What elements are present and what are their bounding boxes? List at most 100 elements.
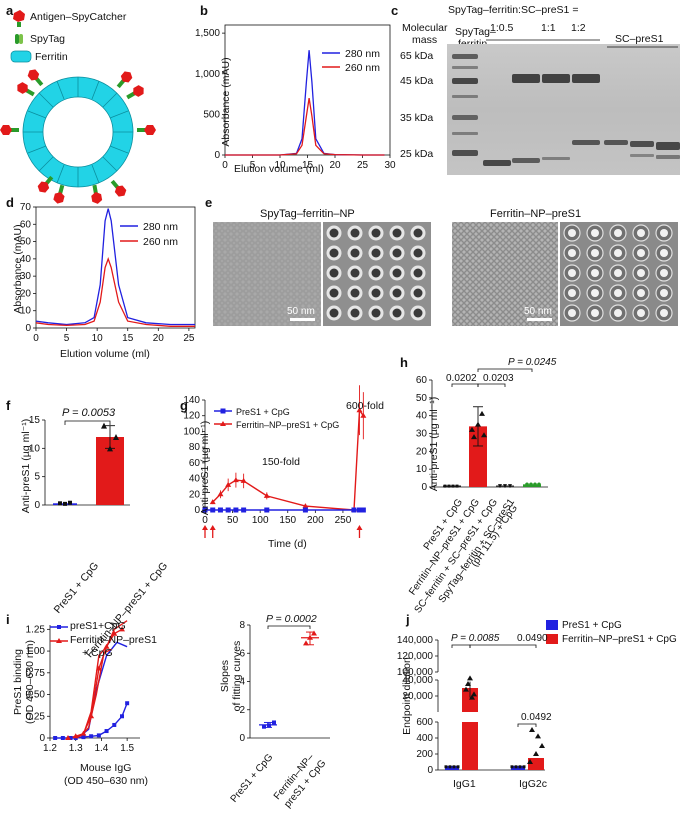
em-spytag-particle-core (392, 268, 402, 278)
panel-b-xtick-label: 0 (222, 160, 228, 171)
panel-j-ytick-label: 400 (416, 733, 433, 744)
em-preS1-particle-core (591, 229, 599, 237)
panel-i-right-bracket (267, 625, 311, 629)
em-spytag-particle-core (413, 248, 423, 258)
panel-d-xtick-label: 10 (92, 333, 104, 344)
panel-g-xtick-label: 250 (335, 515, 352, 526)
panel-d-xtick-label: 15 (122, 333, 134, 344)
panel-h-point (479, 410, 485, 416)
panel-i-right-ytick-label: 2 (239, 705, 245, 716)
panel-g-ytick-label: 0 (194, 505, 200, 516)
panel-g-point-ferritin (240, 477, 247, 483)
em-preS1-particle-core (614, 229, 622, 237)
em-spytag-particle-core (350, 228, 360, 238)
em-spytag-particle-core (392, 288, 402, 298)
panel-j-bracket-3 (517, 723, 537, 727)
panel-h-bracket-3 (477, 368, 533, 372)
em-preS1-particle-core (568, 309, 576, 317)
panel-i-point-ferritin (80, 730, 87, 736)
panel-h-ytick-label: 20 (416, 446, 428, 457)
panel-i-right-ytick-label: 4 (239, 677, 245, 688)
panel-i-right-ytick-label: 8 (239, 620, 245, 631)
panel-i-right-ytick-label: 0 (239, 733, 245, 744)
panel-i-point-ferritin (103, 643, 110, 649)
gel-ratio-3: 1:2 (571, 22, 586, 34)
panel-i-chart: 1.2 1.3 1.4 1.5 0 0.25 0.50 0.75 1.00 1.25 0 2 4 6 8 (26, 620, 330, 754)
em-preS1-particle-core (568, 289, 576, 297)
panel-j-point (469, 694, 475, 700)
sc-pres1-label: SC–preS1 (615, 33, 664, 45)
gel-header: SpyTag–ferritin:SC–preS1 = (448, 4, 579, 16)
panel-h-pval-2: 0.0203 (483, 373, 514, 384)
em-spytag-particle-core (329, 288, 339, 298)
panel-g-point-preS1 (217, 507, 223, 513)
panel-i-point-preS1 (81, 735, 86, 740)
panel-d-ytick-label: 10 (20, 306, 32, 317)
panel-g-ytick-label: 20 (189, 489, 201, 500)
panel-j-point (463, 686, 469, 692)
panel-j-ytick-label: 100,000 (397, 667, 434, 678)
panel-b-ytick-label: 1,000 (195, 69, 220, 80)
panel-f-pvalue: P = 0.0053 (62, 407, 116, 419)
em-spytag-particle-core (350, 288, 360, 298)
panel-f-point (107, 445, 113, 452)
panel-d-ytick-label: 0 (25, 323, 31, 334)
panel-g-legend-marker-2 (220, 421, 226, 426)
panel-h-point (481, 432, 487, 438)
em-preS1-particle-core (568, 269, 576, 277)
legend-spytag-label: SpyTag (30, 33, 66, 45)
em-preS1-particle-core (637, 269, 645, 277)
panel-g-ytick-label: 40 (189, 474, 201, 485)
immunization-arrowhead (202, 525, 208, 530)
em-spytag-particle-core (329, 248, 339, 258)
panel-j-point (448, 765, 452, 769)
panel-d-chart: 0 5 10 15 20 25 0 10 20 30 40 50 60 70 280 nm 260 nm (20, 202, 196, 344)
panel-j-ytick-label: 0 (427, 765, 433, 776)
panel-label-h: h (400, 355, 408, 370)
panel-f-pval-bracket (64, 420, 111, 425)
em-preS1-particle-core (637, 249, 645, 257)
panel-label-d: d (6, 195, 14, 210)
panel-f-point (68, 500, 72, 505)
panel-f-point (63, 501, 67, 506)
panel-j-point (510, 765, 514, 769)
panel-i-point-ferritin (88, 713, 95, 719)
panel-h-ytick-label: 60 (416, 375, 428, 386)
panel-i-ytick-label: 0.50 (26, 690, 46, 701)
panel-g-point-ferritin (217, 491, 224, 497)
panel-h-point (533, 482, 537, 487)
em-preS1-particle-core (591, 269, 599, 277)
panel-g-xtick-label: 200 (307, 515, 324, 526)
panel-g-line-ferritin (212, 479, 355, 511)
sds-page-gel (447, 44, 680, 175)
panel-j-point (529, 727, 535, 732)
panel-d-xtick-label: 5 (64, 333, 70, 344)
immunization-arrowhead (209, 525, 216, 530)
panel-j-ytick-label: 600 (416, 717, 433, 728)
em-spytag-particle-core (371, 288, 381, 298)
panel-g-point-ferritin (302, 503, 309, 509)
panel-h-point (537, 482, 541, 487)
panel-d-ytick-label: 60 (20, 219, 32, 230)
em-spytag-particle-core (371, 248, 381, 258)
panel-f-ytick-label: 15 (29, 415, 41, 426)
panel-j-xcat-1: IgG1 (453, 778, 476, 790)
panel-i-legend-2: Ferritin–NP–preS1 (70, 634, 157, 646)
panel-j-point (518, 765, 522, 769)
gel-bands (452, 39, 680, 166)
panel-b-xtick-label: 25 (357, 160, 369, 171)
panel-h-point (443, 484, 447, 488)
panel-g-ytick-label: 120 (183, 411, 200, 422)
panel-b-ytick-label: 0 (214, 150, 220, 161)
panel-j-point (444, 765, 448, 769)
panel-h-point (529, 482, 533, 487)
immunization-arrowhead (356, 525, 363, 530)
panel-i-legend-3: + CpG (82, 647, 113, 659)
panel-h-point (451, 484, 455, 488)
em-preS1-particle-core (614, 289, 622, 297)
scale-bar-right-label: 50 nm (524, 306, 552, 317)
panel-j-ylabel: Endpoint dilution (401, 657, 413, 735)
panel-label-i: i (6, 612, 10, 627)
panel-i-right-point-ferritin (311, 630, 317, 636)
panel-j-ytick-label: 140,000 (397, 635, 434, 646)
